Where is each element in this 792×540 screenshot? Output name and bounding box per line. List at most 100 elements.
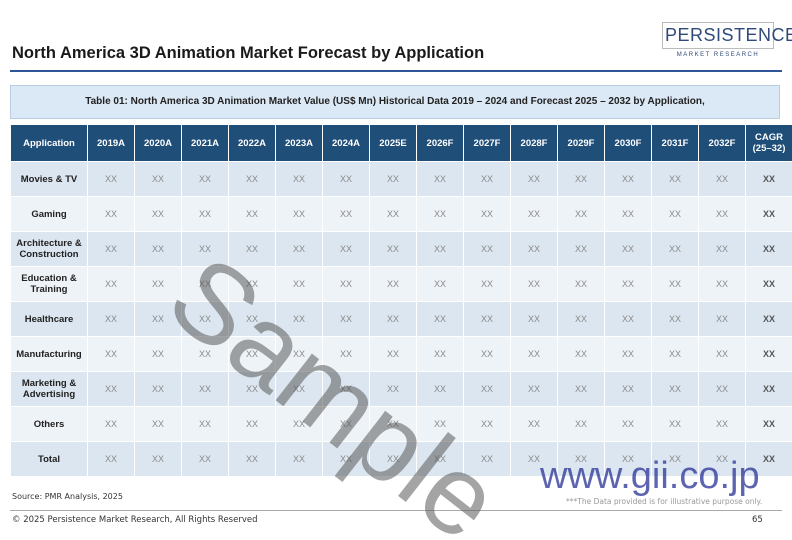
- cell: XX: [557, 371, 605, 407]
- cell: XX: [369, 266, 417, 302]
- table-row: Others XX XX XX XX XX XX XX XX XX XX XX XX XX XX XX: [10, 406, 792, 442]
- column-header: 2029F: [557, 124, 605, 162]
- column-header: 2031F: [651, 124, 699, 162]
- cell: XX: [322, 231, 370, 267]
- cell: XX: [275, 301, 323, 337]
- cell: XX: [87, 371, 135, 407]
- cell: XX: [87, 441, 135, 477]
- cell: XX: [134, 196, 182, 232]
- column-header: 2030F: [604, 124, 652, 162]
- table-row: Architecture & Construction XX XX XX XX XX XX X…: [10, 231, 792, 267]
- cell: XX: [557, 441, 605, 477]
- column-header: 2026F: [416, 124, 464, 162]
- cell: XX: [557, 196, 605, 232]
- cell: XX: [181, 336, 229, 372]
- cell: XX: [463, 161, 511, 197]
- row-label: Others: [10, 406, 88, 442]
- cell: XX: [463, 266, 511, 302]
- column-header: 2019A: [87, 124, 135, 162]
- row-label: Movies & TV: [10, 161, 88, 197]
- cell: XX: [698, 196, 746, 232]
- cell: XX: [745, 406, 792, 442]
- cell: XX: [275, 231, 323, 267]
- cell: XX: [87, 301, 135, 337]
- cell: XX: [322, 371, 370, 407]
- cell: XX: [510, 371, 558, 407]
- cell: XX: [369, 231, 417, 267]
- cell: XX: [510, 336, 558, 372]
- cell: XX: [228, 441, 276, 477]
- cell: XX: [369, 161, 417, 197]
- cell: XX: [87, 266, 135, 302]
- column-header: 2022A: [228, 124, 276, 162]
- cell: XX: [275, 196, 323, 232]
- cell: XX: [463, 196, 511, 232]
- footer-rule: [10, 510, 782, 511]
- cell: XX: [651, 371, 699, 407]
- cell: XX: [510, 161, 558, 197]
- cell: XX: [557, 266, 605, 302]
- cell: XX: [87, 231, 135, 267]
- cell: XX: [698, 371, 746, 407]
- cell: XX: [557, 161, 605, 197]
- cell: XX: [604, 301, 652, 337]
- cell: XX: [134, 406, 182, 442]
- row-label: Marketing & Advertising: [10, 371, 88, 407]
- table-row: Gaming XX XX XX XX XX XX XX XX XX XX XX XX XX XX XX: [10, 196, 792, 232]
- cell: XX: [416, 301, 464, 337]
- cell: XX: [322, 336, 370, 372]
- cell: XX: [416, 406, 464, 442]
- logo: PERSISTENCE MARKET RESEARCH: [662, 22, 792, 58]
- cell: XX: [134, 441, 182, 477]
- cell: XX: [181, 196, 229, 232]
- page-title: North America 3D Animation Market Foreca…: [12, 44, 485, 62]
- note: ***The Data provided is for illustrative…: [566, 497, 763, 506]
- cell: XX: [416, 266, 464, 302]
- cell: XX: [651, 301, 699, 337]
- cell: XX: [510, 196, 558, 232]
- cell: XX: [745, 266, 792, 302]
- cell: XX: [745, 196, 792, 232]
- cell: XX: [510, 266, 558, 302]
- row-label: Total: [10, 441, 88, 477]
- column-header: 2021A: [181, 124, 229, 162]
- cell: XX: [698, 231, 746, 267]
- cell: XX: [369, 301, 417, 337]
- cell: XX: [651, 406, 699, 442]
- row-label: Education & Training: [10, 266, 88, 302]
- table-row: Education & Training XX XX XX XX XX XX XX XX XX XX…: [10, 266, 792, 302]
- cell: XX: [181, 266, 229, 302]
- cell: XX: [416, 196, 464, 232]
- table-row: Healthcare XX XX XX XX XX XX XX XX XX XX XX XX XX XX XX: [10, 301, 792, 337]
- cell: XX: [604, 231, 652, 267]
- cell: XX: [369, 406, 417, 442]
- cell: XX: [181, 441, 229, 477]
- cell: XX: [604, 196, 652, 232]
- table-row: Total XX XX XX XX XX XX XX XX XX XX XX XX XX XX XX: [10, 441, 792, 477]
- cell: XX: [181, 301, 229, 337]
- cell: XX: [134, 336, 182, 372]
- cell: XX: [698, 161, 746, 197]
- cell: XX: [698, 406, 746, 442]
- cell: XX: [87, 336, 135, 372]
- cell: XX: [134, 301, 182, 337]
- table-row: Movies & TV XX XX XX XX XX XX XX XX XX XX XX XX XX XX X…: [10, 161, 792, 197]
- column-header: 2025E: [369, 124, 417, 162]
- cell: XX: [322, 161, 370, 197]
- cell: XX: [87, 196, 135, 232]
- cell: XX: [228, 196, 276, 232]
- data-table: Application 2019A 2020A 2021A 2022A 2023A 2024…: [10, 124, 792, 477]
- logo-tagline: MARKET RESEARCH: [676, 52, 760, 58]
- cell: XX: [134, 371, 182, 407]
- cell: XX: [463, 371, 511, 407]
- table-row: Manufacturing XX XX XX XX XX XX XX XX XX XX XX XX XX X…: [10, 336, 792, 372]
- cell: XX: [322, 266, 370, 302]
- cell: XX: [416, 231, 464, 267]
- cell: XX: [745, 161, 792, 197]
- cell: XX: [745, 371, 792, 407]
- row-label: Architecture & Construction: [10, 231, 88, 267]
- cell: XX: [651, 161, 699, 197]
- cell: XX: [228, 336, 276, 372]
- cell: XX: [745, 301, 792, 337]
